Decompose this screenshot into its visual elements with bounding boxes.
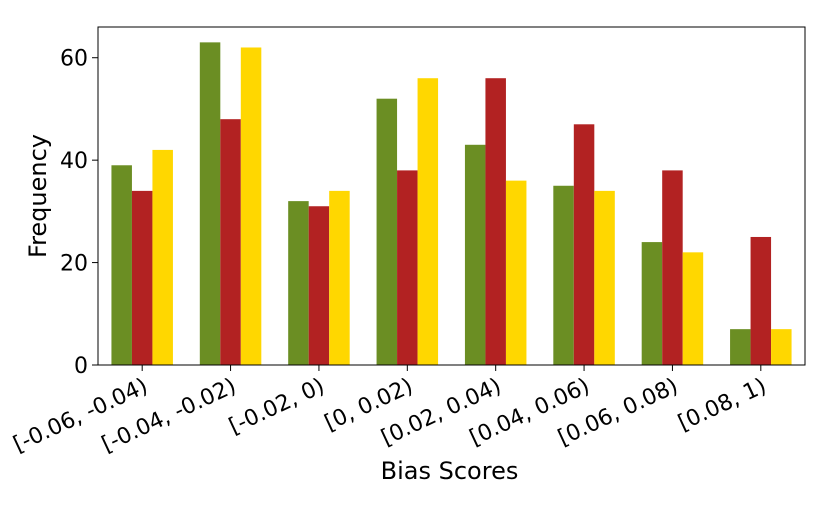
bar-6-series-2 [573, 124, 595, 365]
bar-1-series-1 [111, 165, 132, 365]
bar-8-series-2 [750, 236, 772, 365]
bar-8-series-1 [730, 329, 751, 365]
x-tick-label: [-0.02, 0) [225, 374, 328, 440]
bar-8-series-3 [771, 329, 792, 365]
bar-5-series-3 [505, 180, 527, 365]
bar-2-series-1 [199, 42, 221, 365]
bar-1-series-2 [131, 190, 153, 365]
bar-3-series-1 [288, 201, 309, 365]
bar-5-series-1 [464, 144, 486, 365]
bar-5-series-2 [485, 78, 506, 365]
bar-7-series-2 [662, 170, 683, 365]
bar-4-series-2 [397, 170, 418, 365]
y-tick-label: 60 [60, 47, 88, 72]
x-axis: [-0.06, -0.04)[-0.04, -0.02)[-0.02, 0)[0… [10, 365, 770, 458]
y-tick-label: 20 [60, 252, 88, 277]
bar-1-series-3 [152, 149, 173, 365]
bar-3-series-3 [329, 190, 350, 365]
plot-frame [97, 26, 806, 366]
bar-7-series-3 [682, 252, 704, 365]
bar-7-series-1 [641, 242, 663, 365]
y-tick-label: 40 [60, 149, 88, 174]
y-axis-label: Frequency [24, 134, 52, 258]
bar-4-series-1 [376, 98, 398, 366]
bar-3-series-2 [308, 206, 330, 365]
bar-2-series-3 [240, 47, 262, 365]
y-axis: 0 20 40 60 [60, 47, 98, 379]
x-axis-label: Bias Scores [381, 457, 519, 485]
y-tick-label: 0 [74, 354, 88, 379]
bar-6-series-3 [594, 190, 615, 365]
bar-6-series-1 [553, 185, 574, 365]
bar-2-series-2 [220, 119, 241, 365]
bars-layer [111, 42, 792, 366]
x-tick-label: [0.08, 1) [674, 374, 770, 436]
bar-4-series-3 [417, 78, 439, 365]
